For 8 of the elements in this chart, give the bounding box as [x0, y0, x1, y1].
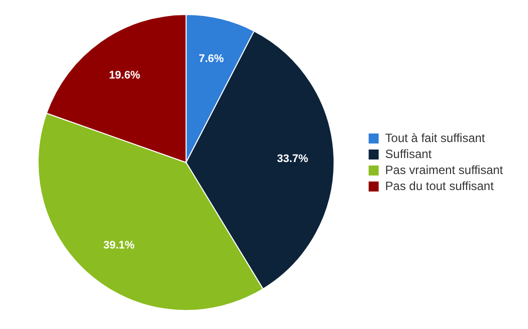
data-label: 19.6% — [108, 70, 140, 82]
legend-label: Pas vraiment suffisant — [385, 162, 504, 177]
legend-label: Suffisant — [385, 146, 432, 161]
data-label: 39.1% — [103, 239, 135, 252]
legend-label: Tout à fait suffisant — [385, 130, 486, 145]
data-label: 7.6% — [198, 52, 224, 65]
data-label: 33.7% — [276, 152, 308, 165]
legend-label: Pas du tout suffisant — [385, 178, 494, 193]
